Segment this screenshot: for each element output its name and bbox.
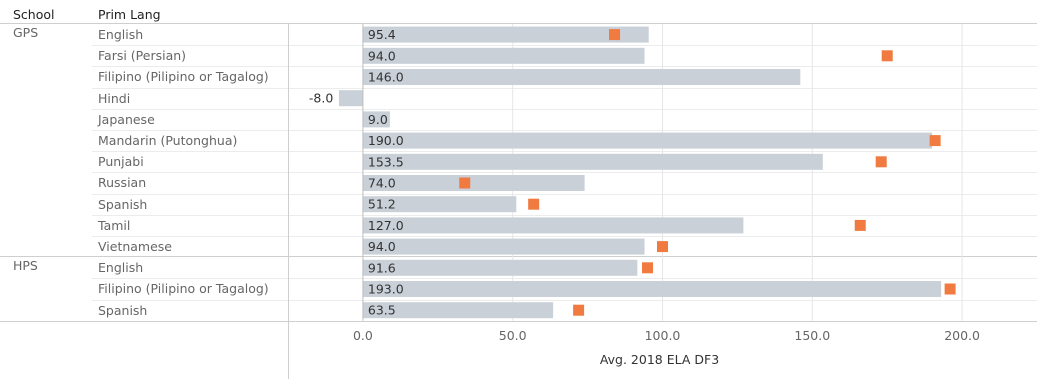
data-label: 51.2	[368, 197, 396, 212]
bar	[338, 90, 363, 107]
target-marker	[642, 262, 654, 274]
axis-separator	[0, 320, 1037, 322]
target-marker	[881, 50, 893, 62]
row-separator	[92, 108, 1037, 110]
x-axis-label: Avg. 2018 ELA DF3	[600, 352, 719, 367]
tick-label: 200.0	[944, 328, 980, 343]
bar	[362, 26, 649, 43]
target-marker	[609, 29, 621, 41]
row-label: Tamil	[98, 217, 131, 233]
group-separator	[0, 256, 1037, 258]
row-label: Vietnamese	[98, 239, 172, 254]
target-marker	[875, 156, 887, 168]
school-label: HPS	[13, 258, 38, 274]
row-label: Spanish	[98, 196, 148, 212]
data-label: 91.6	[368, 260, 396, 275]
row-separator	[92, 299, 1037, 301]
row-label: Filipino (Pilipino or Tagalog)	[98, 281, 269, 297]
target-marker	[573, 304, 585, 316]
data-label: 127.0	[368, 218, 404, 233]
target-marker	[528, 198, 540, 210]
bar	[362, 175, 585, 191]
data-label: 193.0	[368, 282, 404, 297]
bar	[362, 259, 638, 276]
row-separator	[92, 151, 1037, 153]
row-label: Punjabi	[98, 154, 144, 170]
data-label: 74.0	[368, 176, 396, 191]
row-separator	[92, 66, 1037, 68]
school-label: GPS	[13, 25, 39, 40]
row-label: English	[98, 27, 144, 42]
bar	[362, 217, 744, 234]
data-label: 63.5	[368, 303, 396, 318]
row-separator	[92, 193, 1037, 195]
row-separator	[92, 45, 1037, 47]
bar	[362, 302, 554, 319]
bar	[362, 238, 645, 255]
row-separator	[92, 87, 1037, 89]
row-separator	[92, 172, 1037, 174]
row-label: Mandarin (Putonghua)	[98, 133, 238, 148]
tick-label: 50.0	[499, 328, 527, 343]
bar	[362, 47, 645, 64]
bar	[362, 281, 942, 297]
tick-label: 0.0	[353, 328, 373, 343]
target-marker	[944, 283, 956, 295]
row-separator	[92, 278, 1037, 280]
row-label: Filipino (Pilipino or Tagalog)	[98, 69, 269, 85]
bar	[362, 153, 823, 170]
row-separator	[92, 130, 1037, 131]
data-label: 153.5	[368, 154, 404, 169]
data-label: 94.0	[368, 48, 396, 63]
plot-left-border	[288, 24, 289, 379]
target-marker	[854, 219, 866, 231]
bar	[362, 132, 933, 149]
row-label: Russian	[98, 175, 147, 191]
data-label: 190.0	[368, 133, 404, 148]
target-marker	[657, 241, 668, 253]
group-separator	[0, 23, 1037, 24]
target-marker	[929, 135, 941, 147]
tick-label: 150.0	[794, 328, 830, 343]
school-header: School	[13, 7, 55, 22]
row-separator	[92, 236, 1037, 237]
row-label: Spanish	[98, 302, 148, 318]
row-label: English	[98, 260, 144, 276]
tick-label: 100.0	[645, 328, 681, 343]
data-label: 9.0	[368, 112, 388, 127]
bar	[362, 196, 517, 213]
bar	[362, 69, 801, 85]
row-separator	[92, 214, 1037, 216]
row-label: Hindi	[98, 90, 131, 106]
data-label: 95.4	[368, 27, 396, 42]
bar	[362, 111, 390, 128]
target-marker	[459, 177, 471, 189]
row-label: Japanese	[98, 111, 155, 127]
prim-lang-header: Prim Lang	[98, 7, 161, 22]
data-label: 94.0	[368, 239, 396, 254]
data-label: 146.0	[368, 70, 404, 85]
row-label: Farsi (Persian)	[98, 48, 187, 64]
data-label: -8.0	[309, 91, 333, 106]
